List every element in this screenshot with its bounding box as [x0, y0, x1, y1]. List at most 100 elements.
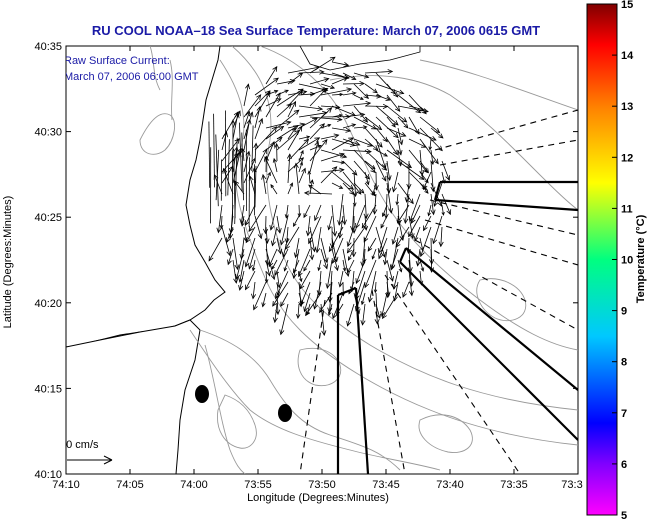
current-vector: [287, 182, 293, 195]
figure-title: RU COOL NOAA–18 Sea Surface Temperature:…: [92, 23, 540, 38]
current-vector-head: [262, 148, 268, 155]
current-vector: [293, 215, 300, 227]
current-vector-head: [381, 175, 387, 182]
current-vector: [309, 123, 325, 140]
current-vector-head: [438, 241, 444, 248]
current-vector: [320, 237, 328, 263]
current-vector: [374, 281, 377, 293]
current-vector-head: [226, 250, 232, 257]
current-vector-head: [303, 267, 308, 272]
current-vector-head: [275, 92, 281, 99]
current-vector-head: [397, 217, 403, 224]
current-vector: [386, 160, 391, 181]
current-vector-head: [272, 317, 278, 324]
current-vector-head: [391, 123, 396, 128]
current-vector-head: [291, 127, 296, 133]
current-vector: [253, 281, 267, 310]
current-annotation-line2: March 07, 2006 06:00 GMT: [64, 71, 199, 83]
current-vector-head: [235, 273, 241, 280]
current-vector: [342, 72, 356, 80]
current-vector: [295, 163, 300, 195]
current-vector: [309, 88, 327, 107]
current-vector: [309, 139, 328, 162]
current-vector: [386, 182, 392, 213]
current-vector: [347, 226, 355, 247]
current-vector: [378, 237, 388, 259]
current-vector-head: [248, 226, 254, 232]
x-tick-label: 74:00: [180, 479, 208, 491]
current-vector: [423, 171, 432, 190]
current-vector: [364, 193, 367, 219]
current-vector-head: [419, 106, 425, 112]
current-vector-head: [323, 77, 330, 83]
current-vector: [372, 248, 377, 260]
current-vector: [213, 113, 215, 188]
current-vector: [252, 259, 256, 271]
current-vector: [375, 116, 399, 138]
current-vector: [242, 149, 245, 162]
current-vector-head: [354, 141, 361, 146]
current-vector-head: [270, 274, 276, 281]
current-vector: [362, 303, 366, 325]
current-vector-head: [245, 284, 250, 291]
current-vector-head: [342, 76, 349, 82]
current-vector-head: [422, 184, 428, 191]
current-vector-head: [297, 125, 303, 132]
current-vector: [298, 105, 323, 110]
current-vector-head: [359, 81, 366, 87]
current-vector-head: [314, 215, 319, 222]
current-vector-head: [367, 296, 373, 303]
current-vector-head: [351, 228, 357, 234]
current-vector-head: [253, 304, 258, 311]
current-vector: [287, 128, 296, 140]
current-vector: [286, 226, 289, 243]
current-vector: [430, 193, 434, 215]
current-vector-head: [286, 103, 293, 109]
current-vector: [419, 182, 429, 194]
current-vector-head: [383, 152, 389, 157]
current-vector: [382, 204, 388, 217]
land-nj-coast: [66, 319, 201, 474]
current-vector-head: [438, 133, 444, 139]
current-vector-head: [219, 224, 224, 230]
current-vector-head: [303, 213, 308, 219]
current-vector-head: [284, 89, 289, 94]
current-vector: [254, 77, 279, 96]
buoy-marker-south: [278, 404, 292, 422]
current-vector-head: [337, 116, 343, 122]
current-vector-head: [248, 263, 253, 270]
current-vector: [304, 292, 311, 312]
current-vector: [331, 77, 348, 85]
current-vector: [393, 270, 399, 289]
current-vector-head: [409, 233, 415, 240]
current-vector: [320, 248, 328, 269]
current-vector: [298, 204, 300, 217]
current-vector: [375, 105, 399, 126]
current-vector-head: [367, 246, 373, 252]
current-vector-head: [256, 105, 262, 112]
current-vector: [378, 226, 388, 254]
current-vector-head: [270, 240, 276, 247]
current-vector-head: [360, 320, 366, 326]
y-tick-label: 40:35: [34, 41, 62, 53]
current-vector-head: [347, 268, 352, 274]
x-axis-label: Longitude (Degrees:Minutes): [247, 492, 389, 504]
current-vector-head: [273, 89, 279, 94]
current-vector: [309, 226, 315, 252]
current-vector-head: [327, 225, 332, 231]
current-vector-head: [299, 300, 303, 305]
current-vector: [352, 204, 355, 231]
current-vector: [351, 270, 355, 292]
current-vector: [430, 182, 442, 207]
current-vector-head: [363, 236, 369, 243]
current-vector: [331, 105, 356, 116]
colorbar-tick-label: 5: [621, 510, 627, 519]
current-vector-head: [356, 189, 362, 195]
current-vector: [386, 83, 399, 98]
surface-current-vectors: [208, 56, 452, 336]
current-vector: [347, 226, 366, 254]
current-vector: [320, 166, 337, 184]
current-vector-head: [359, 112, 366, 118]
current-vector: [353, 292, 360, 314]
current-vector-head: [363, 213, 369, 220]
